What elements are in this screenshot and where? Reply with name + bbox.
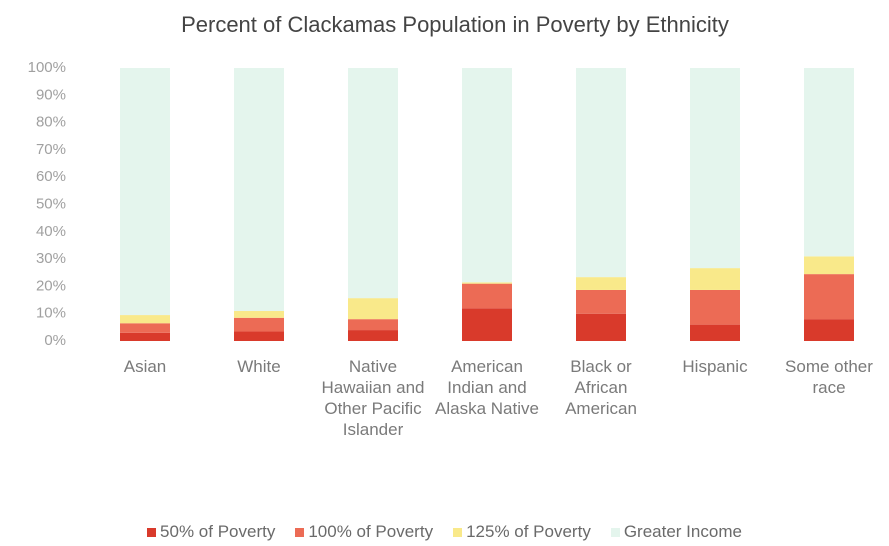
legend-swatch [453, 528, 463, 538]
bar-segment [690, 324, 740, 341]
x-tick-label: Native Hawaiian and Other Pacific Island… [321, 357, 425, 439]
bar-segment [234, 310, 284, 318]
bar-segment [234, 331, 284, 341]
x-tick-label: Hispanic [682, 357, 748, 376]
y-tick-label: 100% [28, 59, 66, 76]
legend: 50% of Poverty 100% of Poverty 125% of Pov… [0, 522, 889, 542]
bar-segment [120, 315, 170, 324]
bar-segment [120, 332, 170, 341]
x-tick-label: Some other race [785, 357, 873, 397]
y-tick-label: 90% [36, 86, 66, 103]
legend-item: 125% of Poverty [453, 522, 591, 542]
bar-segment [804, 274, 854, 320]
bar-segment [576, 68, 626, 278]
bar-segment [348, 319, 398, 331]
x-tick-label: American Indian and Alaska Native [435, 357, 539, 418]
legend-item: 50% of Poverty [147, 522, 275, 542]
bar-segment [462, 282, 512, 284]
legend-item: 100% of Poverty [295, 522, 433, 542]
bar-segment [576, 277, 626, 290]
x-tick-label: White [237, 357, 281, 376]
y-tick-label: 70% [36, 141, 66, 158]
x-tick-label: Black or African American [565, 357, 637, 418]
bar-segment [690, 268, 740, 290]
bar-segment [348, 330, 398, 341]
bar-segment [804, 256, 854, 275]
bar-segment [234, 68, 284, 311]
y-tick-label: 40% [36, 223, 66, 240]
bar-segment [120, 323, 170, 333]
legend-swatch [610, 528, 620, 538]
legend-label: 125% of Poverty [466, 522, 591, 541]
legend-item: Greater Income [610, 522, 742, 542]
bar-segment [576, 289, 626, 314]
bar-segment [690, 289, 740, 325]
x-tick-label: Asian [123, 357, 167, 376]
bar-segment [120, 68, 170, 316]
bar-segment [348, 298, 398, 320]
y-tick-label: 80% [36, 114, 66, 131]
bar-segment [234, 317, 284, 332]
legend-label: 50% of Poverty [160, 522, 276, 541]
y-tick-label: 60% [36, 168, 66, 185]
bar-segment [804, 68, 854, 257]
legend-swatch [295, 528, 305, 538]
legend-swatch [147, 528, 157, 538]
bar-segment [462, 308, 512, 341]
y-tick-label: 20% [36, 277, 66, 294]
y-tick-label: 50% [36, 195, 66, 212]
bar-segment [804, 319, 854, 341]
bar-segment [462, 68, 512, 283]
chart-title: Percent of Clackamas Population in Pover… [181, 12, 729, 37]
bar-segment [462, 283, 512, 309]
bar-segment [576, 313, 626, 341]
legend-label: Greater Income [623, 522, 742, 541]
y-tick-label: 30% [36, 250, 66, 267]
y-tick-label: 10% [36, 305, 66, 322]
bar-segment [690, 68, 740, 269]
bar-segment [348, 68, 398, 299]
y-tick-label: 0% [44, 332, 66, 349]
legend-label: 100% of Poverty [308, 522, 434, 541]
